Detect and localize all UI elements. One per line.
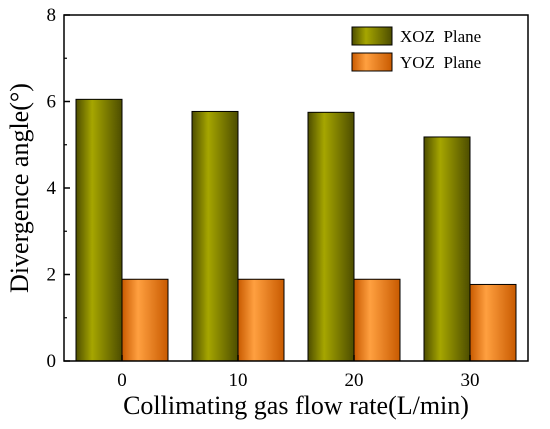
legend-swatch-xoz bbox=[351, 26, 393, 46]
x-tick-label: 30 bbox=[461, 370, 480, 391]
bar-xoz-30 bbox=[423, 136, 471, 362]
bar-yoz-20 bbox=[353, 278, 401, 362]
y-tick-label: 6 bbox=[47, 92, 57, 113]
legend: XOZ Plane YOZ Plane bbox=[351, 26, 481, 72]
bars-layer bbox=[75, 98, 517, 362]
bar-yoz-0 bbox=[121, 278, 169, 362]
y-axis: 0 2 4 6 8 bbox=[47, 5, 70, 372]
bar-yoz-10 bbox=[237, 278, 285, 362]
x-tick-label: 0 bbox=[117, 370, 127, 391]
y-tick-label: 2 bbox=[47, 265, 57, 286]
x-axis: 0 10 20 30 bbox=[117, 355, 480, 391]
y-tick-label: 4 bbox=[47, 178, 57, 199]
legend-label-xoz: XOZ Plane bbox=[400, 27, 481, 46]
x-axis-title: Collimating gas flow rate(L/min) bbox=[123, 391, 469, 420]
legend-swatch-yoz bbox=[351, 52, 393, 72]
y-tick-label: 8 bbox=[47, 5, 57, 26]
x-tick-label: 20 bbox=[345, 370, 364, 391]
y-tick-label: 0 bbox=[47, 351, 57, 372]
legend-label-yoz: YOZ Plane bbox=[400, 53, 481, 72]
bar-xoz-10 bbox=[191, 110, 239, 362]
y-axis-title: Divergence angle(°) bbox=[5, 83, 34, 293]
bar-xoz-20 bbox=[307, 111, 355, 362]
bar-yoz-30 bbox=[469, 283, 517, 362]
x-tick-label: 10 bbox=[229, 370, 248, 391]
bar-xoz-0 bbox=[75, 98, 123, 362]
